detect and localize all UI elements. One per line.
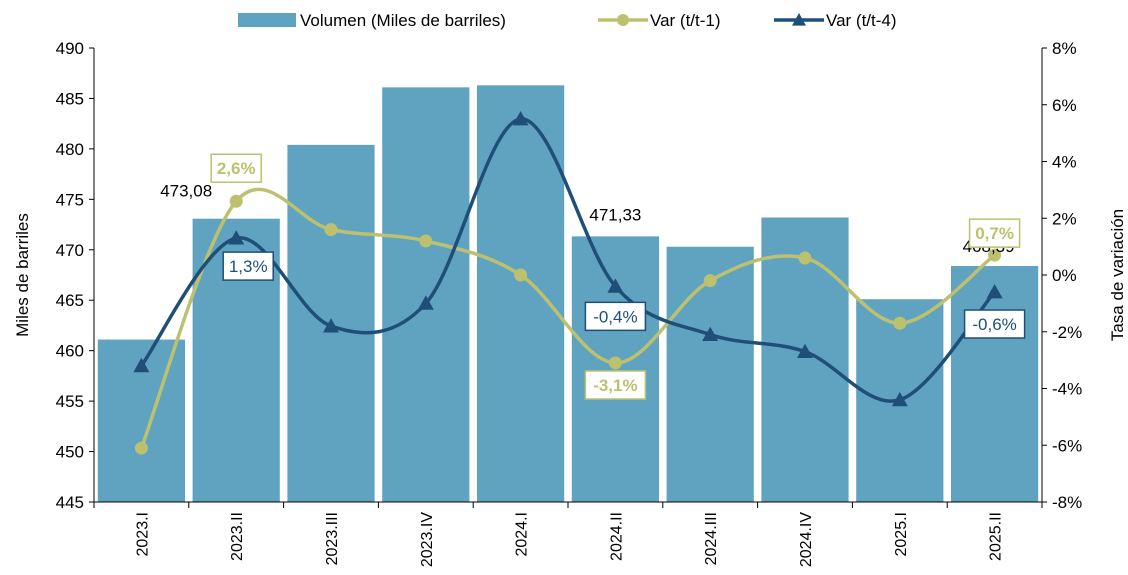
marker-var-t4-2023.III — [323, 318, 339, 333]
data-label: -3,1% — [593, 376, 637, 395]
bar-series — [97, 85, 1039, 503]
marker-var-t4-2023.II — [228, 230, 245, 245]
line-var-t1 — [139, 187, 996, 449]
y-axis-title: Miles de barriles — [13, 213, 32, 337]
right-tick-label: -6% — [1052, 436, 1082, 455]
x-tick-label: 2023.IV — [419, 512, 436, 567]
legend-marker-var-t1 — [617, 14, 629, 26]
data-label-box — [968, 218, 1021, 248]
left-tick-label: 480 — [56, 140, 84, 159]
marker-var-t1-2025.I — [893, 316, 907, 330]
left-tick-label: 470 — [56, 241, 84, 260]
marker-var-t4-2024.III — [702, 326, 719, 341]
x-tick-label: 2023.I — [134, 512, 151, 556]
marker-var-t1-2024.I — [514, 268, 528, 282]
data-label-box — [584, 370, 647, 400]
bar-2023.IV — [382, 87, 470, 502]
data-label-box — [210, 153, 262, 183]
left-tick-label: 455 — [56, 392, 84, 411]
data-label: -0,6% — [972, 315, 1016, 334]
data-label-box — [963, 309, 1026, 339]
legend-label-var-t4: Var (t/t-4) — [826, 11, 897, 30]
left-tick-label: 475 — [56, 190, 84, 209]
legend-swatch-bar — [238, 13, 296, 27]
bar-value-label: 471,33 — [589, 205, 641, 224]
left-tick-label: 490 — [56, 39, 84, 58]
x-tick-label: 2024.I — [514, 512, 531, 556]
data-label-box — [584, 301, 647, 332]
bar-value-label: 473,08 — [160, 182, 212, 201]
chart-legend: Volumen (Miles de barriles) Var (t/t-1) Va… — [238, 11, 897, 30]
x-tick-label: 2024.II — [608, 512, 625, 561]
axes: 445 450 455 460 465 470 475 480 485 490 -8% -6% -4% -… — [13, 39, 1127, 567]
right-tick-label: 2% — [1052, 209, 1077, 228]
marker-var-t1-2023.III — [324, 223, 338, 237]
left-tick-label: 445 — [56, 493, 84, 512]
marker-var-t1-2023.II — [229, 194, 243, 208]
left-tick-label: 450 — [56, 443, 84, 462]
x-tick-label: 2023.II — [229, 512, 246, 561]
left-tick-label: 465 — [56, 291, 84, 310]
right-tick-label: -8% — [1052, 493, 1082, 512]
marker-var-t4-2024.I — [512, 110, 529, 126]
marker-var-t4-2023.I — [133, 357, 150, 373]
x-tick-label: 2025.II — [988, 512, 1005, 561]
marker-var-t1-2024.IV — [798, 251, 812, 265]
y2-axis-title: Tasa de variación — [1108, 209, 1127, 341]
right-tick-label: 4% — [1052, 153, 1077, 172]
data-label: 2,6% — [217, 159, 256, 178]
marker-var-t1-2025.II — [988, 248, 1002, 262]
x-tick-label: 2024.III — [703, 512, 720, 565]
right-tick-label: 8% — [1052, 39, 1077, 58]
bar-2024.III — [666, 246, 754, 502]
right-tick-label: -2% — [1052, 323, 1082, 342]
marker-var-t1-2023.I — [134, 441, 148, 455]
left-tick-label: 485 — [56, 89, 84, 108]
marker-var-t1-2024.II — [608, 356, 622, 370]
marker-var-t1-2023.IV — [419, 234, 433, 248]
x-tick-label: 2025.I — [893, 512, 910, 556]
right-tick-label: 6% — [1052, 96, 1077, 115]
right-tick-label: -4% — [1052, 380, 1082, 399]
bar-2024.IV — [761, 217, 849, 502]
legend-marker-var-t4 — [792, 13, 806, 26]
marker-var-t4-2025.I — [891, 391, 908, 407]
data-label: -0,4% — [593, 307, 637, 326]
legend-label-var-t1: Var (t/t-1) — [650, 11, 721, 30]
bar-2025.II — [950, 266, 1039, 502]
data-label-box — [222, 251, 274, 281]
marker-var-t4-2025.II — [986, 284, 1003, 299]
data-label: 0,7% — [975, 224, 1014, 243]
data-label: 1,3% — [229, 257, 268, 276]
legend-label-bar: Volumen (Miles de barriles) — [300, 11, 506, 30]
marker-var-t1-2024.III — [703, 274, 717, 288]
marker-var-t4-2024.IV — [797, 343, 813, 359]
marker-var-t4-2024.II — [607, 278, 624, 293]
data-labels: 473,08471,33468,392,6%-3,1%0,7%1,3%-0,4%… — [160, 153, 1026, 400]
left-tick-label: 460 — [56, 342, 84, 361]
x-tick-label: 2024.IV — [798, 512, 815, 567]
right-tick-label: 0% — [1052, 266, 1077, 285]
marker-var-t4-2023.IV — [417, 295, 434, 310]
x-tick-label: 2023.III — [324, 512, 341, 565]
